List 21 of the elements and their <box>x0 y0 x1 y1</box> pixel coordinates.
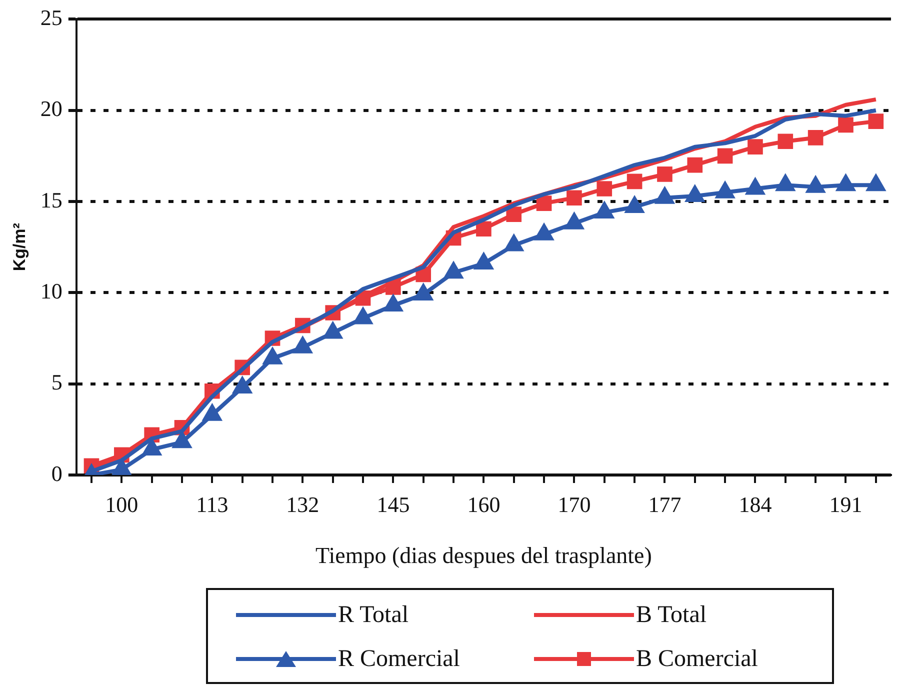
y-tick-label: 10 <box>40 278 62 304</box>
y-tick-label: 5 <box>51 370 62 395</box>
x-tick-label: 160 <box>467 492 500 517</box>
x-tick-label: 113 <box>196 492 228 517</box>
legend-label: B Total <box>636 602 707 628</box>
x-tick-label: 177 <box>648 492 682 517</box>
x-tick-label: 145 <box>376 492 410 517</box>
y-axis-title: Kg/m² <box>10 222 29 272</box>
y-tick-label: 0 <box>51 460 62 486</box>
x-tick-label: 100 <box>105 492 138 517</box>
x-tick-label: 170 <box>558 492 591 517</box>
legend-label: R Total <box>338 602 409 628</box>
y-tick-label: 20 <box>40 96 62 122</box>
y-tick-label: 25 <box>40 4 62 30</box>
y-tick-label: 15 <box>40 187 62 212</box>
x-tick-label: 132 <box>286 492 320 517</box>
x-tick-label: 184 <box>738 492 772 517</box>
x-axis-title: Tiempo (dias despues del trasplante) <box>315 543 652 568</box>
x-tick-label: 191 <box>829 492 862 517</box>
legend-label: R Comercial <box>338 646 460 672</box>
legend-label: B Comercial <box>636 646 758 672</box>
